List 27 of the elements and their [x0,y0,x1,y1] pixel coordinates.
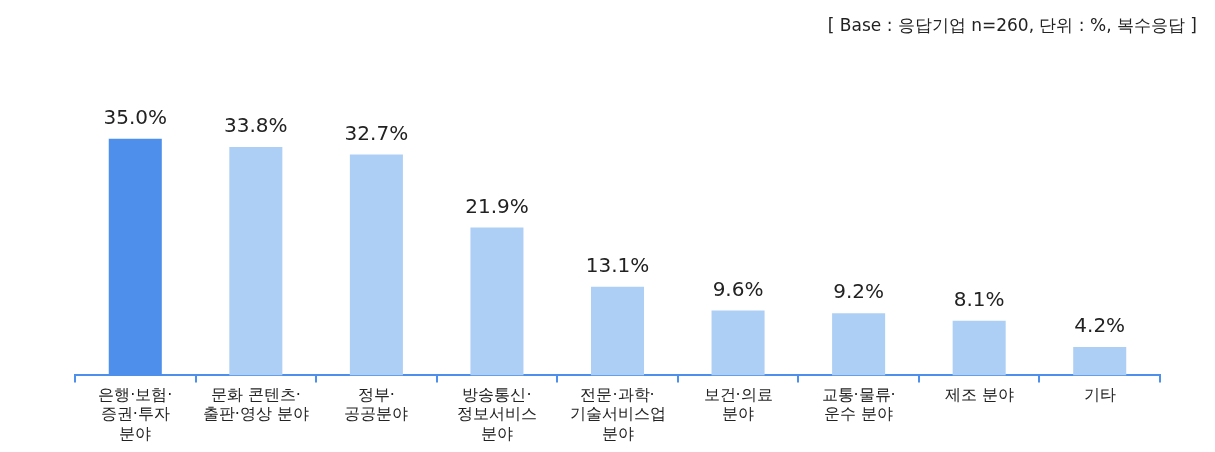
x-tick-label: 보건·의료 분야 [703,385,773,424]
bar [832,313,886,376]
bar [952,320,1006,376]
bar [1073,347,1127,376]
data-label: 21.9% [465,193,529,218]
x-tick-label: 교통·물류· 운수 분야 [821,385,896,424]
data-label: 4.2% [1074,313,1126,338]
data-label: 33.8% [224,113,288,138]
x-tick-label: 기타 [1083,385,1116,405]
x-tick-label: 전문·과학· 기술서비스업 분야 [569,385,666,443]
x-tick-label: 정부· 공공분야 [344,385,409,424]
bar [590,286,645,376]
data-label: 32.7% [344,120,409,145]
data-label: 9.2% [833,279,885,304]
data-label: 35.0% [103,105,168,130]
data-label: 8.1% [953,286,1005,311]
x-tick-label: 방송통신· 정보서비스 분야 [456,385,537,443]
x-tick-label: 제조 분야 [944,385,1014,405]
bar [470,227,524,376]
x-tick-label: 은행·보험· 증권·투자 분야 [98,385,173,443]
bar [711,310,765,376]
data-label: 13.1% [585,253,650,278]
text: [ Base : 응답기업 n=260, 단위 : %, 복수응답 ] [827,14,1197,37]
bar [229,146,283,376]
x-tick-label: 문화 콘텐츠· 출판·영상 분야 [202,385,309,424]
data-label: 9.6% [712,276,764,301]
bar [349,154,403,376]
